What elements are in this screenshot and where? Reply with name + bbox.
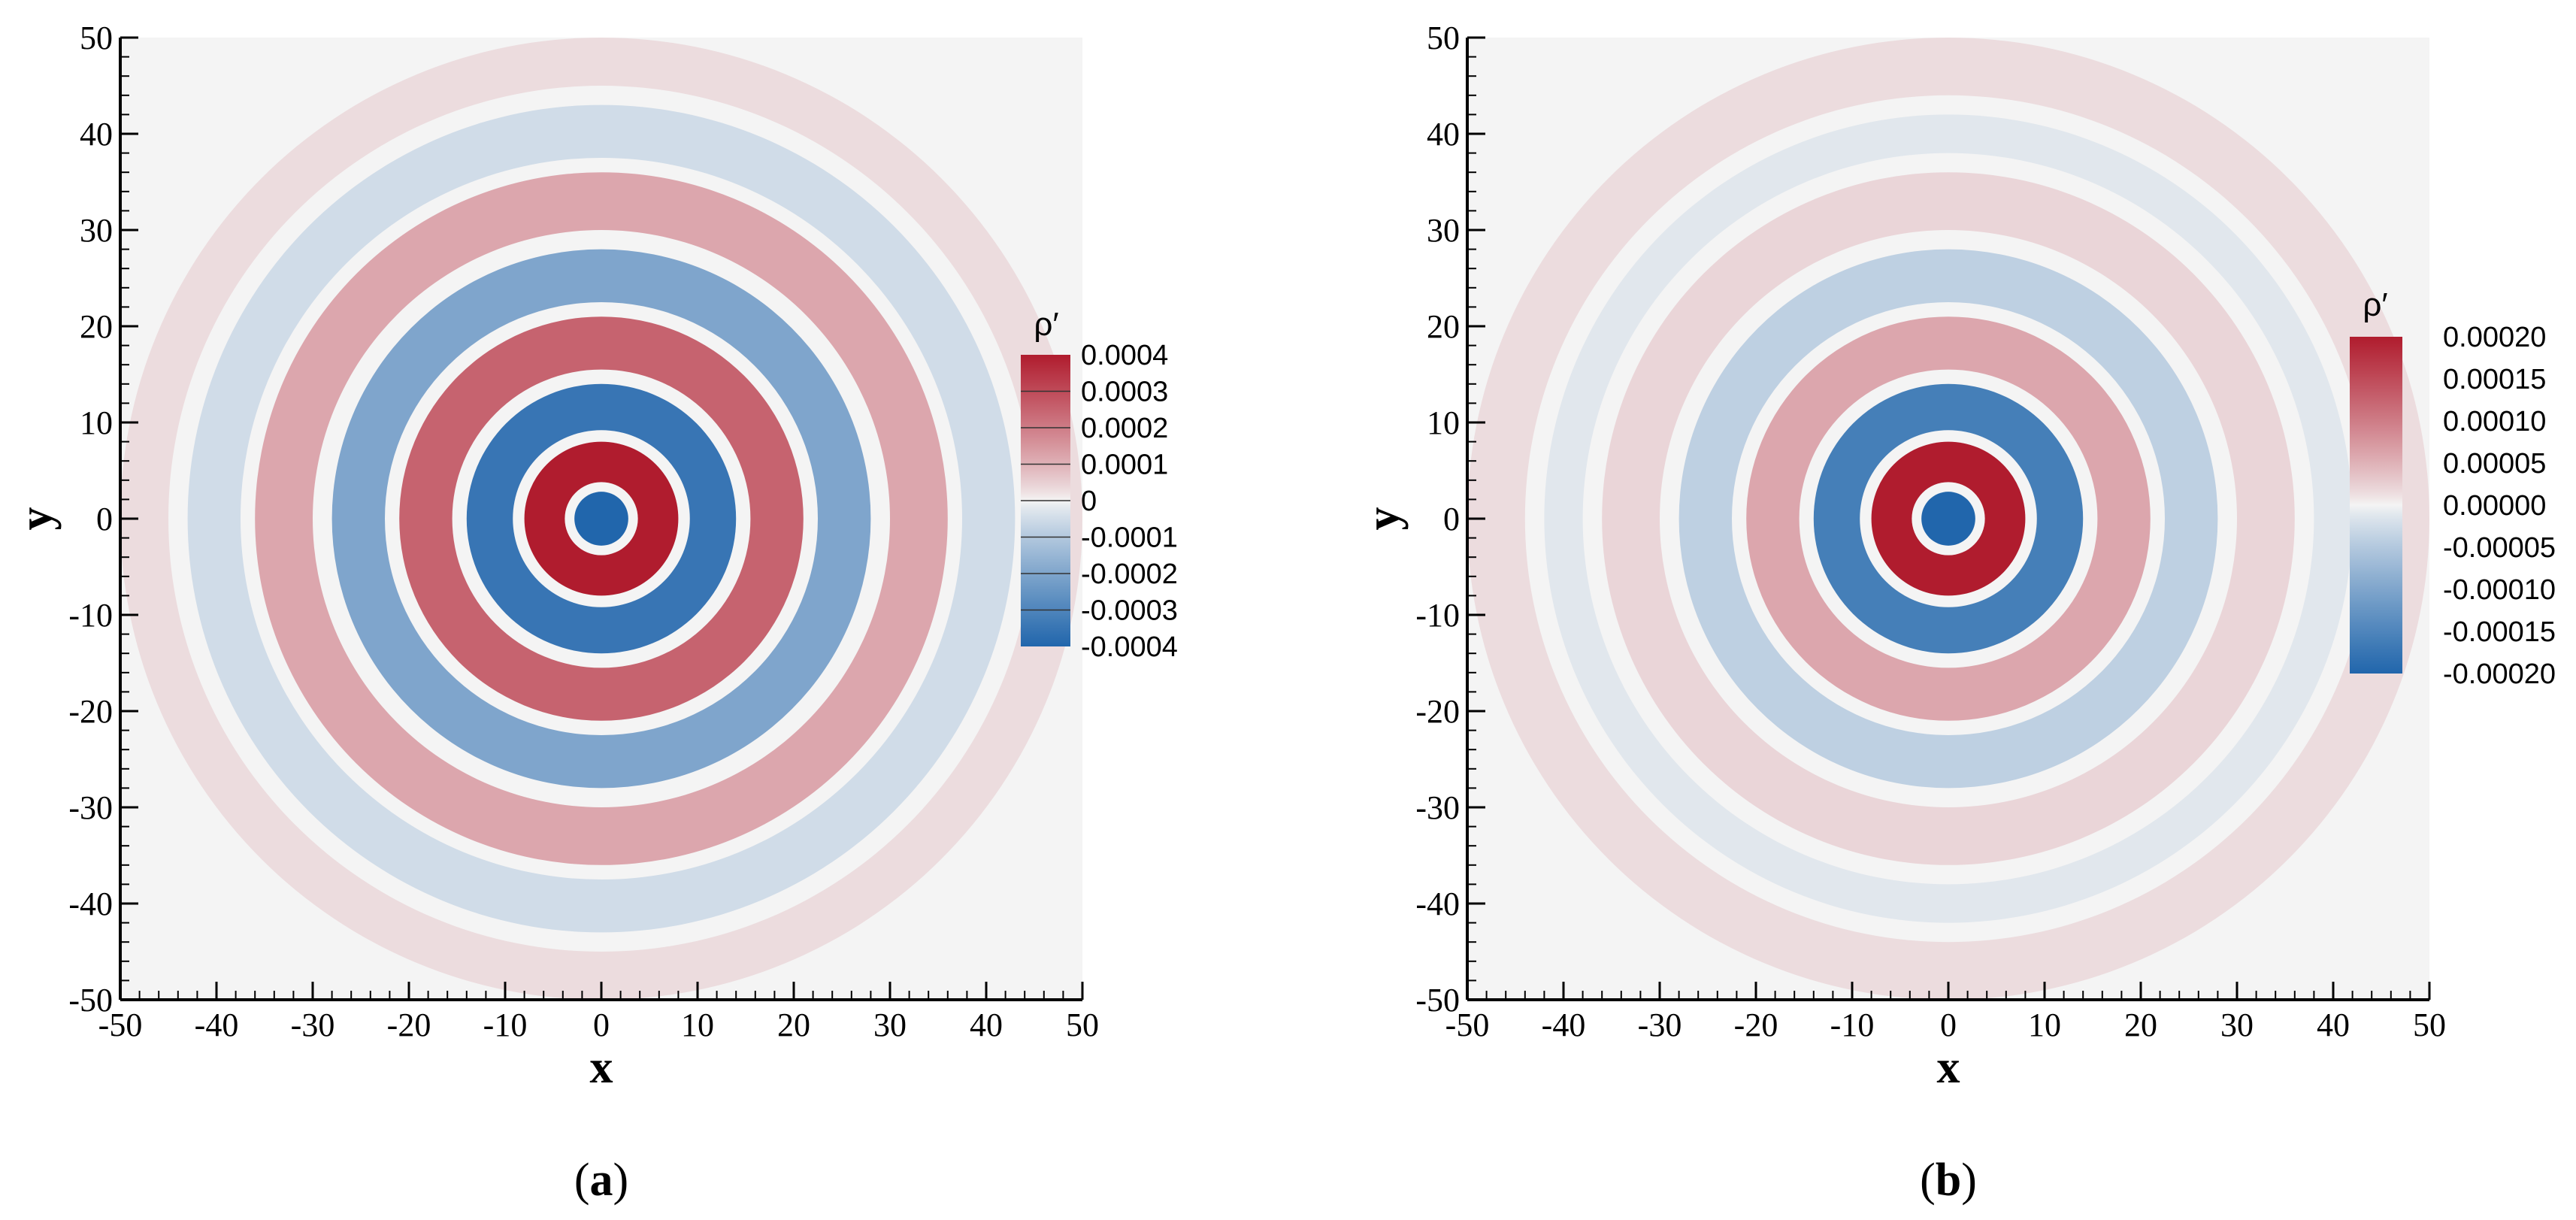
contour-rings-a xyxy=(120,38,1082,1000)
panel-b: -50 -40 -30 -20 -10 0 10 20 30 40 50 50 40 30 20 10 0 -1… xyxy=(1358,20,2556,1206)
contour-rings-b xyxy=(1467,38,2429,1000)
colorbar-label: 0.00020 xyxy=(2443,322,2546,353)
colorbar-label: -0.0002 xyxy=(1081,559,1178,590)
y-ticks-a: 50 40 30 20 10 0 -10 -20 -30 -40 -50 xyxy=(68,20,138,1019)
panel-label-b: (b) xyxy=(1920,1155,1977,1206)
x-tick-label: 0 xyxy=(593,1007,610,1043)
y-tick-label: 30 xyxy=(1427,212,1460,249)
x-tick-label: -50 xyxy=(1445,1007,1490,1043)
x-tick-label: 20 xyxy=(2124,1007,2157,1043)
colorbar-label: -0.00005 xyxy=(2443,532,2556,564)
y-tick-label: 50 xyxy=(80,20,113,56)
contour-ring xyxy=(574,492,628,546)
y-tick-label: 50 xyxy=(1427,20,1460,56)
colorbar-label: -0.0004 xyxy=(1081,631,1178,663)
colorbar-gradient xyxy=(2350,337,2402,674)
x-tick-label: 10 xyxy=(2028,1007,2061,1043)
x-tick-label: 30 xyxy=(2220,1007,2254,1043)
x-tick-label: 40 xyxy=(970,1007,1003,1043)
panel-label-a: (a) xyxy=(574,1155,628,1206)
y-tick-label: 10 xyxy=(80,404,113,441)
y-tick-label: 0 xyxy=(1443,501,1460,537)
x-tick-label: 50 xyxy=(2413,1007,2446,1043)
colorbar-label: -0.00010 xyxy=(2443,574,2556,606)
colorbar-label: 0.0004 xyxy=(1081,340,1168,371)
y-tick-label: 0 xyxy=(96,501,113,537)
x-axis-title-b: x xyxy=(1937,1042,1960,1093)
colorbar-title: ρ′ xyxy=(2363,286,2387,323)
y-tick-label: -50 xyxy=(1415,982,1460,1019)
colorbar-title: ρ′ xyxy=(1034,306,1058,343)
y-axis-title-a: y xyxy=(11,507,62,531)
x-tick-label: -20 xyxy=(387,1007,431,1043)
x-axis-title-a: x xyxy=(590,1042,613,1093)
y-tick-label: -30 xyxy=(1415,789,1460,826)
y-tick-label: -40 xyxy=(68,885,113,922)
colorbar-label: 0.0001 xyxy=(1081,450,1168,481)
colorbar-label: -0.0003 xyxy=(1081,595,1178,627)
x-tick-label: 20 xyxy=(777,1007,810,1043)
x-tick-label: 30 xyxy=(873,1007,907,1043)
panel-a: -50 -40 -30 -20 -10 0 10 20 30 40 50 50 40 30 20 10 0 -1… xyxy=(11,20,1178,1206)
colorbar-label: 0.00005 xyxy=(2443,448,2546,480)
x-tick-label: -20 xyxy=(1734,1007,1778,1043)
y-tick-label: -20 xyxy=(68,693,113,730)
colorbar-label: 0 xyxy=(1081,486,1097,517)
x-ticks-a: -50 -40 -30 -20 -10 0 10 20 30 40 50 xyxy=(98,982,1099,1043)
y-tick-label: -10 xyxy=(68,597,113,634)
x-tick-label: -10 xyxy=(1830,1007,1875,1043)
x-tick-label: 10 xyxy=(681,1007,714,1043)
colorbar-a: 0.0004 0.0003 0.0002 0.0001 0 -0.0001 -0.0002 -… xyxy=(1021,306,1178,663)
y-tick-label: 30 xyxy=(80,212,113,249)
colorbar-label: 0.00000 xyxy=(2443,490,2546,522)
contour-ring xyxy=(1921,492,1975,546)
y-ticks-b: 50 40 30 20 10 0 -10 -20 -30 -40 -50 xyxy=(1415,20,1485,1019)
x-tick-label: -30 xyxy=(291,1007,335,1043)
y-tick-label: -40 xyxy=(1415,885,1460,922)
y-tick-label: -10 xyxy=(1415,597,1460,634)
colorbar-label: 0.0003 xyxy=(1081,377,1168,408)
x-tick-label: 40 xyxy=(2317,1007,2350,1043)
y-tick-label: 40 xyxy=(80,116,113,153)
x-tick-label: -10 xyxy=(483,1007,528,1043)
x-tick-label: -40 xyxy=(195,1007,239,1043)
x-tick-label: -50 xyxy=(98,1007,143,1043)
colorbar-label: -0.00015 xyxy=(2443,616,2556,648)
colorbar-label: -0.00020 xyxy=(2443,658,2556,690)
x-tick-label: 0 xyxy=(1940,1007,1957,1043)
x-tick-label: -30 xyxy=(1638,1007,1682,1043)
colorbar-b: 0.00020 0.00015 0.00010 0.00005 0.00000 -0.00… xyxy=(2350,286,2556,690)
x-tick-label: -40 xyxy=(1542,1007,1586,1043)
y-tick-label: 20 xyxy=(80,308,113,345)
colorbar-label: 0.0002 xyxy=(1081,413,1168,444)
y-axis-title-b: y xyxy=(1358,507,1409,531)
y-tick-label: -20 xyxy=(1415,693,1460,730)
colorbar-label: 0.00010 xyxy=(2443,406,2546,437)
y-tick-label: 20 xyxy=(1427,308,1460,345)
colorbar-label: -0.0001 xyxy=(1081,522,1178,554)
x-tick-label: 50 xyxy=(1066,1007,1099,1043)
y-tick-label: 40 xyxy=(1427,116,1460,153)
y-tick-label: -30 xyxy=(68,789,113,826)
y-tick-label: 10 xyxy=(1427,404,1460,441)
colorbar-label: 0.00015 xyxy=(2443,364,2546,395)
y-tick-label: -50 xyxy=(68,982,113,1019)
